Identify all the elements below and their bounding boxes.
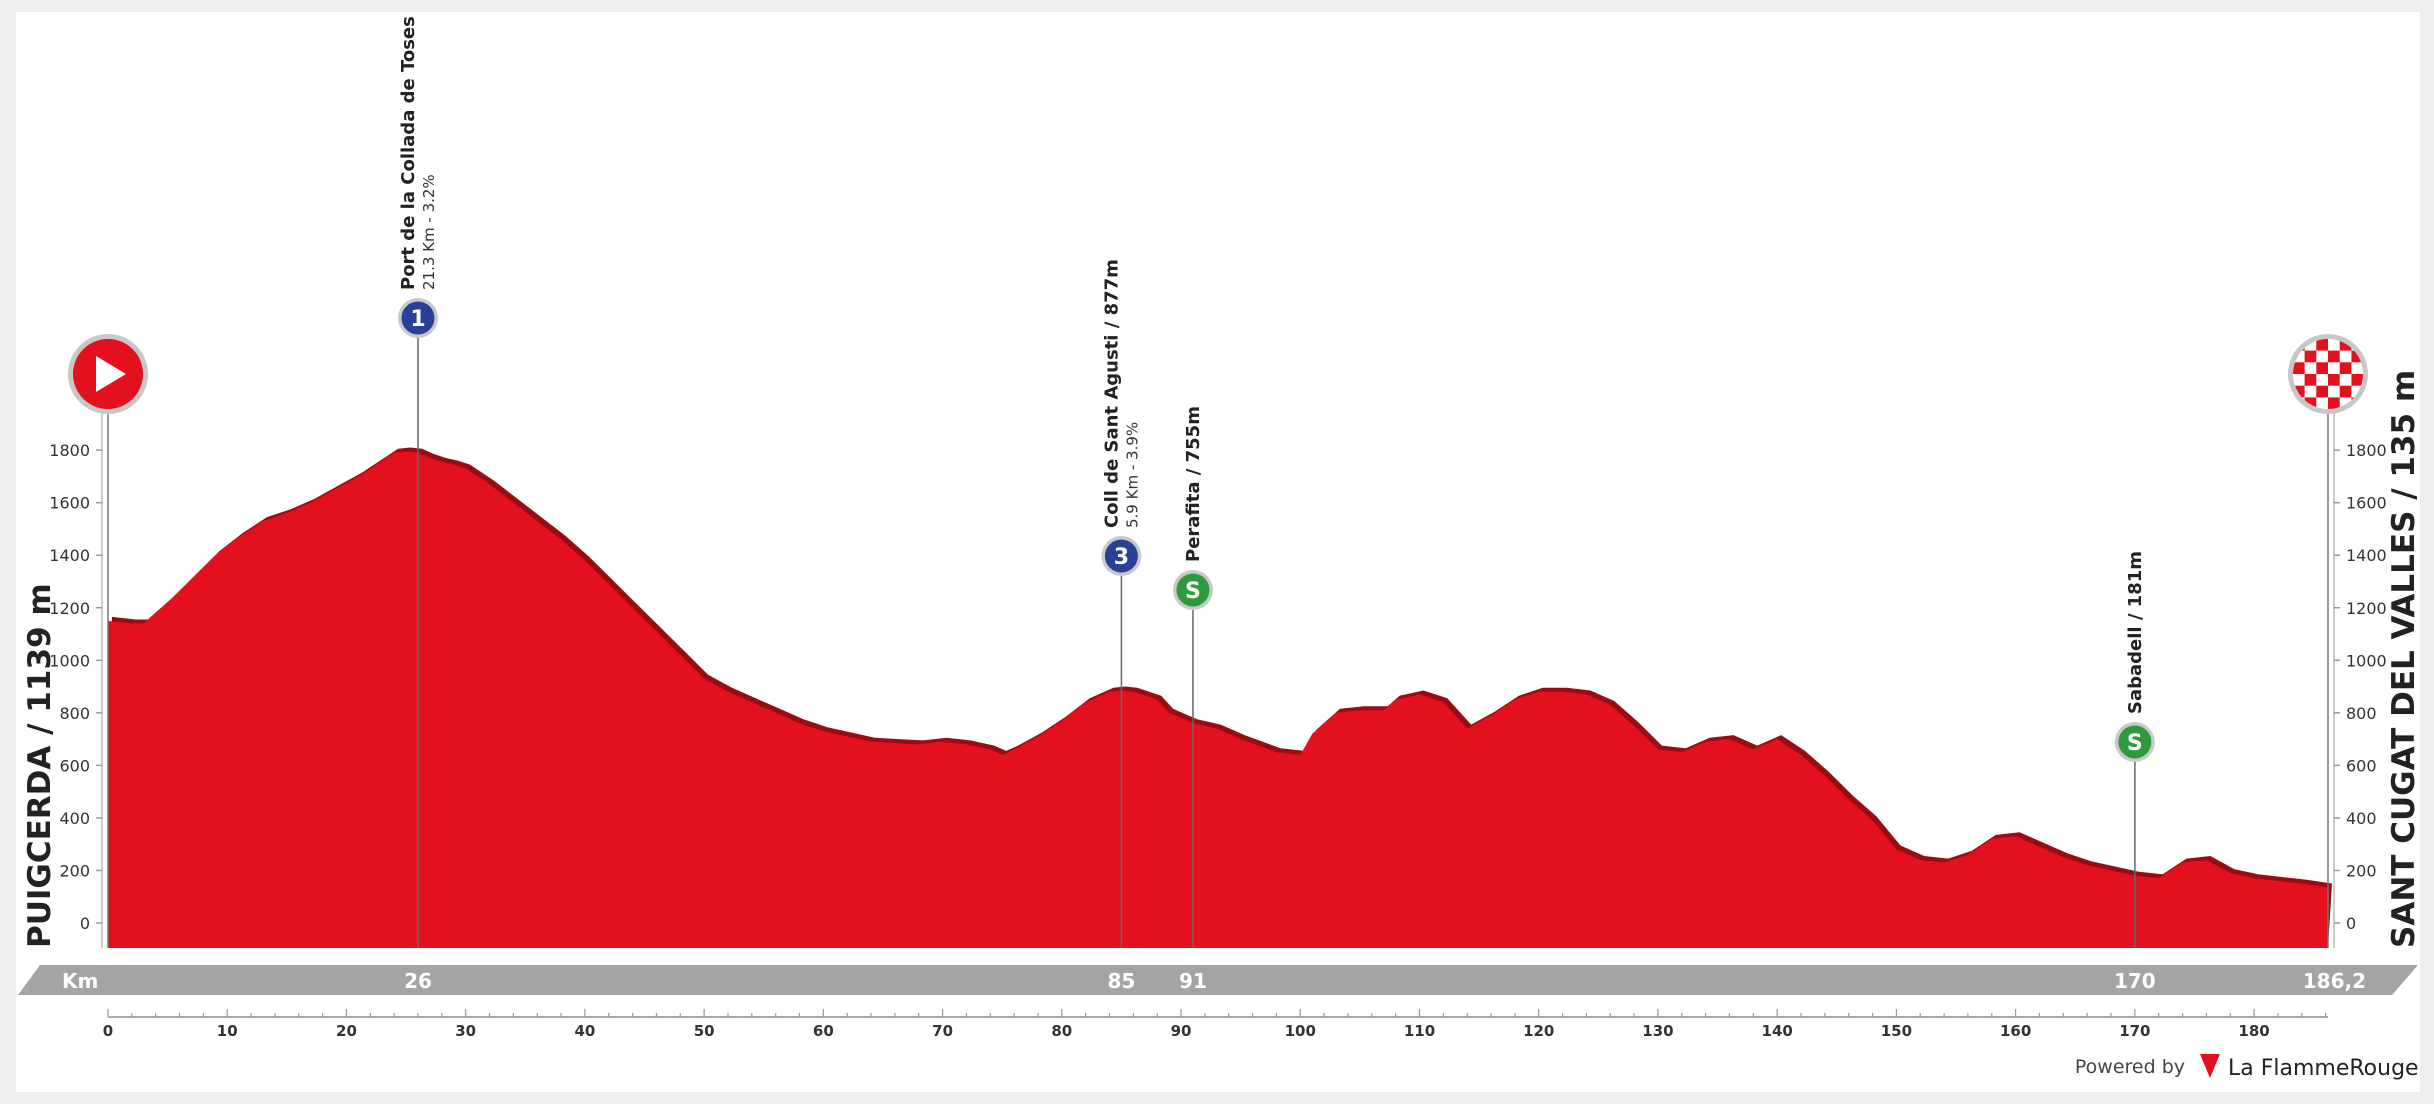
checker-square (2328, 397, 2340, 409)
km-band (18, 965, 2418, 995)
left-ytick-label: 200 (59, 861, 90, 880)
marker-label: Coll de Sant Agusti / 877m 5.9 Km - 3.9% (1101, 259, 1141, 528)
checker-square (2339, 362, 2352, 374)
km-tick-label: 70 (932, 1022, 953, 1040)
km-band-label: 85 (1108, 969, 1136, 993)
left-ytick-label: 1200 (49, 599, 90, 618)
profile-area (108, 451, 2328, 948)
km-band-title: Km (62, 969, 98, 993)
marker-title: Coll de Sant Agusti / 877m (1101, 259, 1122, 528)
km-tick-label: 110 (1404, 1022, 1435, 1040)
km-band-label: 186,2 (2303, 969, 2366, 993)
marker-subtitle: 5.9 Km - 3.9% (1123, 422, 1141, 528)
right-ytick-label: 400 (2346, 809, 2377, 828)
km-tick-label: 30 (455, 1022, 476, 1040)
left-ytick-label: 1000 (49, 651, 90, 670)
marker-badge: 3 (1114, 545, 1129, 570)
marker-disc (1176, 573, 1210, 607)
marker-label: Port de la Collada de Toses 21.3 Km - 3.2… (398, 16, 438, 290)
right-ytick-label: 1200 (2346, 599, 2387, 618)
km-tick-label: 10 (217, 1022, 238, 1040)
right-ytick-label: 1600 (2346, 494, 2387, 513)
checker-square (2316, 339, 2328, 351)
checker-square (2293, 362, 2305, 374)
marker-label: Sabadell / 181m (2125, 551, 2146, 714)
km-tick-label: 170 (2119, 1022, 2150, 1040)
km-tick-label: 160 (2000, 1022, 2031, 1040)
sprint-icon: S (2114, 722, 2155, 762)
checker-square (2304, 350, 2317, 363)
marker-badge: 1 (410, 307, 425, 332)
right-ytick-label: 1000 (2346, 651, 2387, 670)
checker-square (2304, 374, 2317, 386)
right-ytick-label: 800 (2346, 704, 2377, 723)
right-ytick-label: 1800 (2346, 441, 2387, 460)
km-tick-label: 20 (336, 1022, 357, 1040)
checker-square (2328, 374, 2340, 386)
powered-by-text: Powered by (2075, 1056, 2185, 1078)
checker-square (2316, 362, 2328, 374)
marker-subtitle: 21.3 Km - 3.2% (420, 174, 438, 290)
right-ytick-label: 0 (2346, 914, 2356, 933)
km-band-label: 170 (2114, 969, 2156, 993)
checker-square (2328, 350, 2340, 363)
km-tick-label: 90 (1171, 1022, 1192, 1040)
flamme-rouge-icon (2200, 1054, 2220, 1078)
cat-1-climb-icon: 1 (397, 298, 438, 338)
checker-square (2339, 339, 2352, 351)
checker-square (2351, 374, 2363, 386)
start-arrow-icon (96, 356, 126, 392)
km-tick-label: 100 (1285, 1022, 1316, 1040)
checker-square (2339, 385, 2352, 398)
km-tick-label: 40 (574, 1022, 595, 1040)
marker-title: Perafita / 755m (1183, 406, 1204, 562)
left-ytick-label: 1600 (49, 494, 90, 513)
finish-flag-icon (2288, 334, 2368, 414)
brand-text: La FlammeRouge (2228, 1056, 2419, 1081)
checker-square (2351, 350, 2363, 363)
km-tick-label: 180 (2238, 1022, 2269, 1040)
marker-disc (1104, 539, 1138, 573)
right-ytick-label: 600 (2346, 756, 2377, 775)
km-band-label: 26 (404, 969, 432, 993)
finish-label: SANT CUGAT DEL VALLES / 135 m (2386, 370, 2422, 948)
km-tick-label: 0 (103, 1022, 113, 1040)
checker-square (2316, 385, 2328, 398)
flamme-triangle (2200, 1054, 2220, 1078)
left-ytick-label: 1400 (49, 546, 90, 565)
start-label: PUIGCERDA / 1139 m (22, 583, 58, 948)
left-ytick-label: 400 (59, 809, 90, 828)
left-ytick-label: 800 (59, 704, 90, 723)
km-band-label: 91 (1179, 969, 1207, 993)
right-ytick-label: 1400 (2346, 546, 2387, 565)
marker-badge: S (1185, 579, 1201, 604)
cat-3-climb-icon: 3 (1101, 536, 1142, 576)
start-flag-icon (68, 334, 148, 414)
sprint-icon: S (1172, 570, 1213, 610)
km-tick-label: 50 (694, 1022, 715, 1040)
km-tick-label: 140 (1762, 1022, 1793, 1040)
checker-square (2293, 385, 2305, 398)
marker-disc (2118, 725, 2152, 759)
marker-disc (401, 301, 435, 335)
km-tick-label: 130 (1642, 1022, 1673, 1040)
km-tick-label: 80 (1051, 1022, 1072, 1040)
left-ytick-label: 1800 (49, 441, 90, 460)
right-ytick-label: 200 (2346, 861, 2377, 880)
marker-badge: S (2127, 731, 2143, 756)
checker-square (2304, 397, 2317, 409)
marker-label: Perafita / 755m (1183, 406, 1204, 562)
left-ytick-label: 0 (80, 914, 90, 933)
km-tick-label: 120 (1523, 1022, 1554, 1040)
marker-title: Port de la Collada de Toses (398, 16, 419, 290)
marker-title: Sabadell / 181m (2125, 551, 2146, 714)
km-tick-label: 60 (813, 1022, 834, 1040)
km-tick-label: 150 (1881, 1022, 1912, 1040)
left-ytick-label: 600 (59, 756, 90, 775)
